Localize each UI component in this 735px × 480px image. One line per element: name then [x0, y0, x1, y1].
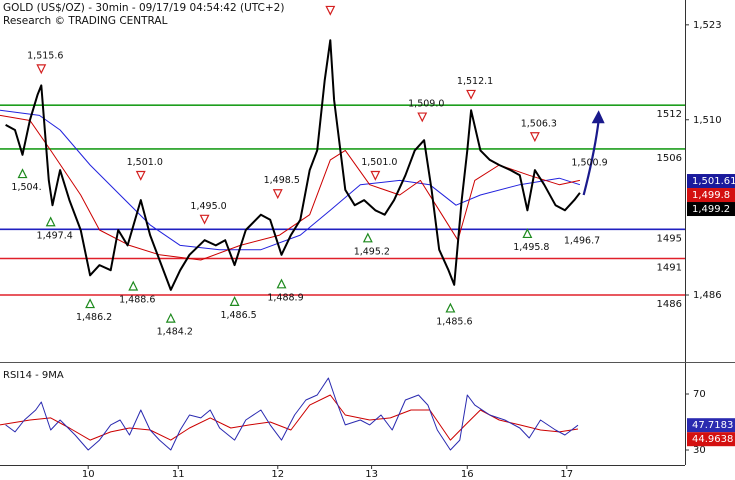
y-tick-label: 1,523 [693, 20, 722, 31]
price-tag-label: 44.9638 [692, 434, 733, 445]
swing-label: 1,486.5 [220, 310, 256, 321]
indicator-title: RSI14 - 9MA [3, 370, 64, 381]
series-line [5, 377, 579, 451]
swing-label: 1,515.6 [27, 50, 63, 61]
swing-label: 1,501.0 [361, 157, 397, 168]
swing-label: 1,501.0 [127, 157, 163, 168]
swing-high-marker [417, 112, 428, 123]
price-tag-label: 1,499.8 [692, 190, 730, 201]
swing-label: 1,495.0 [190, 201, 226, 212]
series-line [0, 394, 579, 441]
swing-low-marker [276, 278, 287, 289]
swing-label: 1,488.9 [267, 292, 303, 303]
price-tag [687, 202, 735, 217]
y-tick-label: 1,486 [693, 290, 722, 301]
swing-low-marker [45, 216, 56, 227]
swing-low-marker [17, 168, 28, 179]
swing-label: 1,496.7 [564, 235, 600, 246]
swing-label: 1,484.2 [157, 327, 193, 338]
series-line [0, 114, 581, 261]
level-label: 1495 [657, 233, 682, 244]
projection-arrowhead [591, 110, 605, 124]
swing-low-marker [362, 232, 373, 243]
swing-low-marker [445, 302, 456, 313]
series-line [5, 39, 581, 291]
x-tick-label: 17 [560, 469, 573, 480]
level-label: 1506 [657, 153, 682, 164]
swing-label: 1,497.4 [37, 230, 73, 241]
price-tag [687, 174, 735, 189]
x-tick-label: 16 [461, 469, 474, 480]
chart-title: GOLD (US$/OZ) - 30min - 09/17/19 04:54:4… [3, 2, 284, 14]
x-tick-label: 13 [365, 469, 378, 480]
price-tag-label: 1,499.2 [692, 204, 730, 215]
level-label: 1486 [657, 299, 682, 310]
swing-high-marker [529, 132, 540, 143]
price-tag [687, 418, 735, 433]
swing-high-marker [135, 170, 146, 181]
swing-low-marker [522, 228, 533, 239]
swing-low-marker [128, 280, 139, 291]
price-tag-label: 1,501.61 [692, 176, 735, 187]
swing-high-marker [466, 89, 477, 100]
level-label: 1491 [657, 262, 682, 273]
x-tick-label: 12 [271, 469, 284, 480]
y-tick-label: 30 [693, 445, 706, 456]
swing-label: 1,512.1 [457, 76, 493, 87]
chart-subtitle: Research © TRADING CENTRAL [3, 15, 168, 27]
y-tick-label: 70 [693, 389, 706, 400]
swing-low-marker [85, 298, 96, 309]
projection-line [582, 120, 600, 196]
swing-label: 1,500.9 [571, 158, 607, 169]
x-tick-label: 10 [82, 469, 95, 480]
swing-label: 1,488.6 [119, 295, 155, 306]
price-tag-label: 47.7183 [692, 420, 733, 431]
swing-high-marker [370, 170, 381, 181]
swing-label: 1,485.6 [436, 316, 472, 327]
swing-label: 1,498.5 [264, 175, 300, 186]
price-tag [687, 432, 735, 447]
swing-high-marker [325, 5, 336, 16]
swing-high-marker [199, 214, 210, 225]
swing-label: 1,509.0 [408, 99, 444, 110]
swing-label: 1,495.8 [513, 242, 549, 253]
x-tick-label: 11 [172, 469, 185, 480]
series-line [0, 109, 581, 251]
swing-label: 1,504. [11, 182, 41, 193]
level-label: 1512 [657, 109, 682, 120]
swing-label: 1,486.2 [76, 312, 112, 323]
swing-low-marker [165, 312, 176, 323]
swing-label: 1,506.3 [521, 118, 557, 129]
swing-label: 1,495.2 [354, 246, 390, 257]
price-tag [687, 188, 735, 203]
y-tick-label: 1,510 [693, 115, 722, 126]
swing-high-marker [36, 64, 47, 75]
swing-high-marker [272, 189, 283, 200]
swing-low-marker [229, 296, 240, 306]
